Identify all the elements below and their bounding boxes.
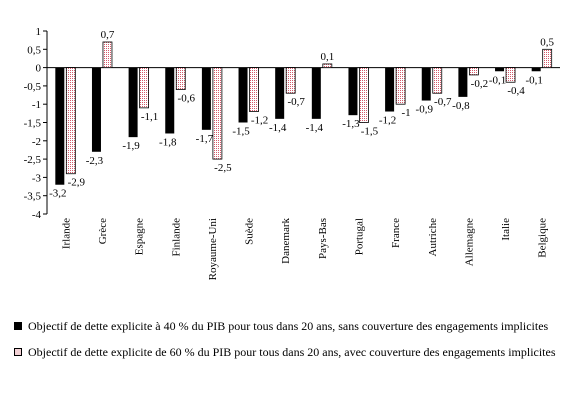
data-label-series-2: -0,7	[434, 96, 452, 108]
bar-series-1	[238, 67, 248, 123]
bar-series-2	[65, 67, 76, 175]
data-label-series-1: -0,9	[416, 104, 434, 116]
y-tick-label: 0,5	[27, 44, 41, 56]
x-tick-label: Royaume-Uni	[207, 218, 219, 280]
x-tick-label: France	[390, 218, 402, 248]
legend-item-series-1: Objectif de dette explicite à 40 % du PI…	[14, 318, 566, 334]
bar-series-1	[531, 67, 541, 72]
bar-series-2	[542, 48, 553, 68]
bar-series-2	[175, 67, 186, 90]
data-label-series-1: -3,2	[49, 188, 66, 200]
bar-chart: 1 0,5 0 -0,5 -1 -1,5 -2 -2,5 -3 -3,5 -4 -3,2-2,9 Irl…	[24, 26, 560, 280]
y-tick-label: -3,5	[24, 191, 42, 203]
data-label-series-2: -2,9	[68, 177, 86, 189]
data-label-series-1: -1,9	[122, 140, 140, 152]
bar-series-2	[322, 63, 333, 68]
bar-series-2	[468, 67, 479, 76]
y-tick-label: -0,5	[24, 81, 42, 93]
data-label-series-2: -0,7	[287, 96, 305, 108]
data-label-series-1: -1,8	[159, 136, 177, 148]
bar-series-1	[91, 67, 101, 152]
legend-swatch-solid	[14, 322, 22, 330]
x-tick-label: Grèce	[97, 218, 109, 244]
bar-series-2	[285, 67, 296, 94]
x-tick-label: Finlande	[170, 218, 182, 257]
bar-series-2	[505, 67, 516, 83]
data-label-series-1: -1,4	[269, 122, 287, 134]
data-label-series-2: -1,5	[361, 126, 379, 138]
y-tick-label: 0	[36, 63, 42, 75]
data-label-series-2: -0,6	[178, 93, 196, 105]
bar-series-2	[395, 67, 406, 105]
y-tick-label: -3	[32, 172, 42, 184]
y-tick-label: -4	[32, 209, 42, 221]
x-tick-label: Italie	[500, 218, 512, 241]
bar-series-1	[275, 67, 285, 119]
data-label-series-2: 0,1	[320, 51, 334, 63]
data-label-series-1: -1,5	[232, 126, 250, 138]
data-label-series-1: -0,1	[489, 74, 506, 86]
data-label-series-2: -1	[402, 107, 411, 119]
legend-item-series-2: Objectif de dette explicite de 60 % du P…	[14, 344, 566, 360]
y-tick-label: 1	[36, 26, 42, 38]
data-label-series-2: 0,5	[540, 36, 554, 48]
data-label-series-2: -1,2	[251, 115, 268, 127]
x-tick-label: Pays-Bas	[317, 218, 329, 259]
x-tick-label: Autriche	[427, 218, 439, 257]
bar-series-2	[432, 67, 443, 94]
data-label-series-2: -0,2	[471, 78, 488, 90]
bar-series-1	[385, 67, 395, 112]
bar-series-2	[139, 67, 150, 109]
legend-label-series-2: Objectif de dette explicite de 60 % du P…	[28, 345, 556, 359]
data-label-series-1: -0,8	[452, 100, 470, 112]
legend: Objectif de dette explicite à 40 % du PI…	[14, 318, 566, 370]
bar-series-2	[212, 67, 223, 160]
bar-series-1	[348, 67, 358, 116]
x-tick-label: Irlande	[60, 218, 72, 249]
data-label-series-2: -1,1	[141, 111, 158, 123]
x-tick-label: Portugal	[353, 218, 365, 255]
x-tick-label: Espagne	[134, 218, 146, 255]
bar-series-1	[495, 67, 505, 72]
bar-series-1	[128, 67, 138, 138]
x-tick-label: Belgique	[537, 218, 549, 258]
data-label-series-1: -1,3	[342, 118, 360, 130]
bar-series-1	[421, 67, 431, 101]
legend-label-series-1: Objectif de dette explicite à 40 % du PI…	[28, 319, 549, 333]
y-tick-label: -2,5	[24, 154, 42, 166]
bar-series-2	[102, 41, 113, 69]
y-tick-label: -1,5	[24, 118, 42, 130]
x-tick-label: Allemagne	[463, 218, 475, 266]
y-tick-label: -1	[32, 99, 41, 111]
data-label-series-1: -0,1	[525, 74, 542, 86]
bar-series-2	[249, 67, 259, 112]
bar-series-2	[359, 67, 369, 123]
data-label-series-1: -2,3	[86, 155, 104, 167]
bar-series-1	[165, 67, 175, 134]
data-label-series-1: -1,7	[196, 133, 214, 145]
x-tick-label: Danemark	[280, 218, 292, 264]
data-label-series-1: -1,4	[306, 122, 324, 134]
bar-series-1	[311, 67, 321, 119]
data-label-series-2: -2,5	[214, 162, 232, 174]
data-label-series-2: 0,7	[101, 29, 115, 41]
legend-swatch-dotted	[14, 348, 22, 356]
bar-series-1	[55, 67, 65, 185]
y-tick-label: -2	[32, 136, 41, 148]
bar-series-1	[458, 67, 468, 97]
data-label-series-2: -0,4	[507, 85, 525, 97]
x-tick-label: Suède	[244, 218, 256, 245]
data-label-series-1: -1,2	[379, 115, 396, 127]
bar-series-1	[201, 67, 211, 130]
